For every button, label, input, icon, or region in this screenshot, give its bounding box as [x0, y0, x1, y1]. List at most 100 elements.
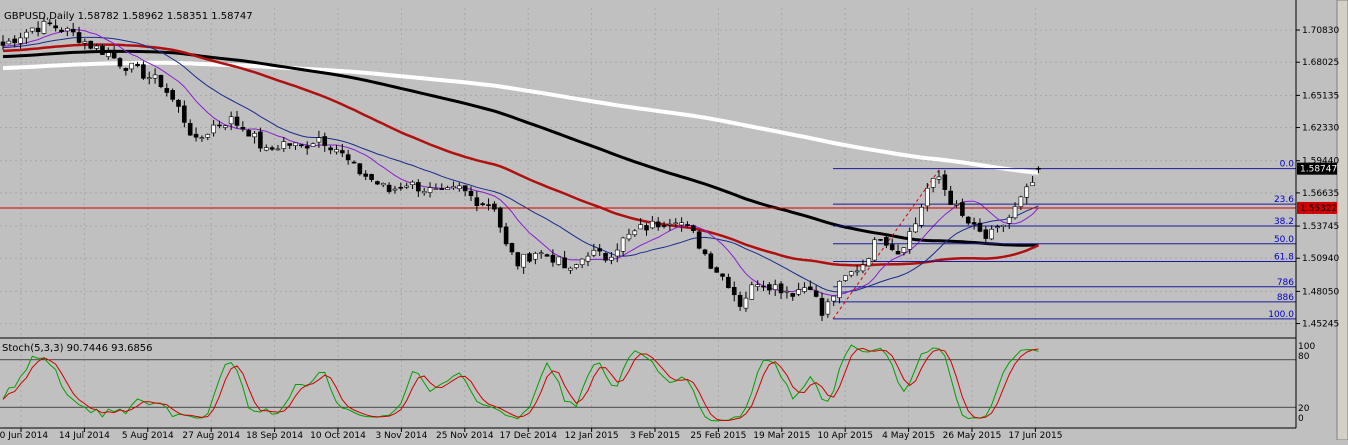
candle-body	[878, 239, 883, 241]
candle-body	[258, 131, 263, 149]
candles	[0, 16, 1041, 322]
candle-body	[47, 22, 53, 25]
candle-body	[655, 221, 661, 228]
candle-body	[199, 137, 205, 140]
current-price-label: 1.58747	[1300, 165, 1337, 175]
candle-body	[995, 226, 1000, 229]
candle-body	[240, 126, 246, 130]
current-price-box	[1297, 162, 1337, 175]
candle-body	[111, 52, 117, 59]
fib-level-label: 50.0	[1274, 235, 1294, 245]
candle-body	[70, 28, 76, 33]
candle-body	[913, 223, 918, 233]
candle-body	[287, 143, 292, 146]
candle-body	[170, 90, 175, 100]
candle-body	[29, 27, 35, 32]
candle-body	[41, 21, 47, 34]
candle-body	[1024, 186, 1030, 198]
candle-body	[392, 188, 398, 191]
stoch-axis-20: 20	[1298, 404, 1310, 414]
candle-body	[410, 181, 415, 186]
candle-body	[848, 271, 854, 276]
candle-body	[562, 257, 567, 269]
candle-body	[433, 188, 439, 190]
candle-body	[1012, 206, 1018, 219]
candle-body	[579, 258, 585, 265]
stochastic-panel	[0, 337, 1296, 422]
candle-body	[889, 244, 895, 250]
candle-body	[106, 52, 111, 57]
candle-body	[497, 207, 503, 228]
candle-body	[597, 248, 603, 252]
time-tick-label: 19 Mar 2015	[753, 431, 810, 440]
candle-body	[164, 88, 170, 93]
candle-body	[749, 284, 755, 300]
candle-body	[129, 62, 134, 70]
candle-body	[626, 233, 632, 240]
candle-body	[53, 25, 58, 29]
candle-body	[468, 190, 474, 197]
time-tick-label: 10 Apr 2015	[817, 431, 873, 440]
candle-body	[228, 116, 234, 125]
candle-body	[527, 253, 532, 262]
candle-body	[831, 295, 837, 302]
price-tick-label: 1.65135	[1302, 91, 1339, 101]
candle-body	[480, 203, 486, 205]
candle-body	[316, 137, 322, 143]
candle-body	[357, 163, 363, 175]
candle-body	[76, 32, 82, 43]
candle-body	[989, 228, 994, 240]
candle-body	[614, 249, 620, 257]
candle-body	[263, 147, 269, 151]
candle-body	[456, 185, 462, 189]
candle-body	[369, 174, 374, 180]
candle-body	[685, 224, 690, 226]
candle-body	[737, 294, 743, 307]
candle-body	[211, 124, 216, 134]
candle-body	[474, 197, 480, 206]
candle-body	[334, 149, 339, 153]
candle-body	[936, 176, 942, 180]
candle-body	[784, 290, 790, 293]
candle-body	[176, 99, 181, 107]
candle-body	[872, 239, 877, 261]
grid	[0, 8, 1296, 427]
candle-body	[772, 284, 778, 291]
candle-body	[807, 286, 813, 290]
candle-body	[661, 225, 667, 227]
candle-body	[24, 31, 29, 39]
fib-level-label: 100.0	[1268, 310, 1294, 320]
fibonacci-retracement[interactable]: 0.0 23.6 38.2 50.0 61.8 786 886 100.0	[832, 160, 1296, 320]
candle-body	[404, 185, 409, 188]
candle-body	[1030, 182, 1035, 187]
candle-body	[702, 249, 708, 255]
price-tick-label: 1.50940	[1302, 254, 1339, 264]
candle-body	[813, 290, 819, 297]
candle-body	[252, 133, 257, 138]
candle-body	[573, 264, 579, 268]
candle-body	[492, 203, 497, 210]
candle-body	[234, 116, 240, 126]
candle-body	[802, 287, 807, 292]
candle-body	[924, 187, 930, 207]
candle-body	[620, 237, 626, 252]
candle-body	[94, 45, 99, 49]
candle-body	[977, 222, 983, 232]
candle-body	[293, 142, 298, 146]
candle-body	[281, 141, 287, 149]
candle-body	[439, 188, 445, 190]
price-tick-label: 1.59440	[1302, 157, 1339, 167]
price-tick-label: 1.56635	[1302, 189, 1339, 199]
candle-body	[339, 150, 345, 154]
stoch-main-line	[2, 344, 1039, 422]
candle-body	[942, 174, 948, 190]
time-tick-label: 18 Sep 2014	[246, 431, 303, 440]
candle-body	[82, 41, 88, 44]
candle-body	[790, 293, 796, 297]
candle-body	[533, 253, 538, 260]
candle-body	[187, 123, 193, 136]
stoch-axis-80: 80	[1298, 352, 1310, 362]
candle-body	[18, 37, 23, 44]
